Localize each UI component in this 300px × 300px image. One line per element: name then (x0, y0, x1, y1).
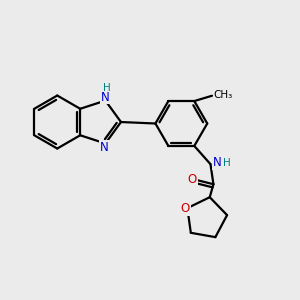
Text: H: H (223, 158, 231, 168)
Text: O: O (188, 173, 197, 186)
Text: N: N (100, 141, 109, 154)
Text: CH₃: CH₃ (213, 90, 233, 100)
Text: N: N (213, 156, 222, 169)
Text: N: N (101, 91, 110, 103)
Text: O: O (180, 202, 190, 214)
Text: H: H (103, 83, 111, 93)
